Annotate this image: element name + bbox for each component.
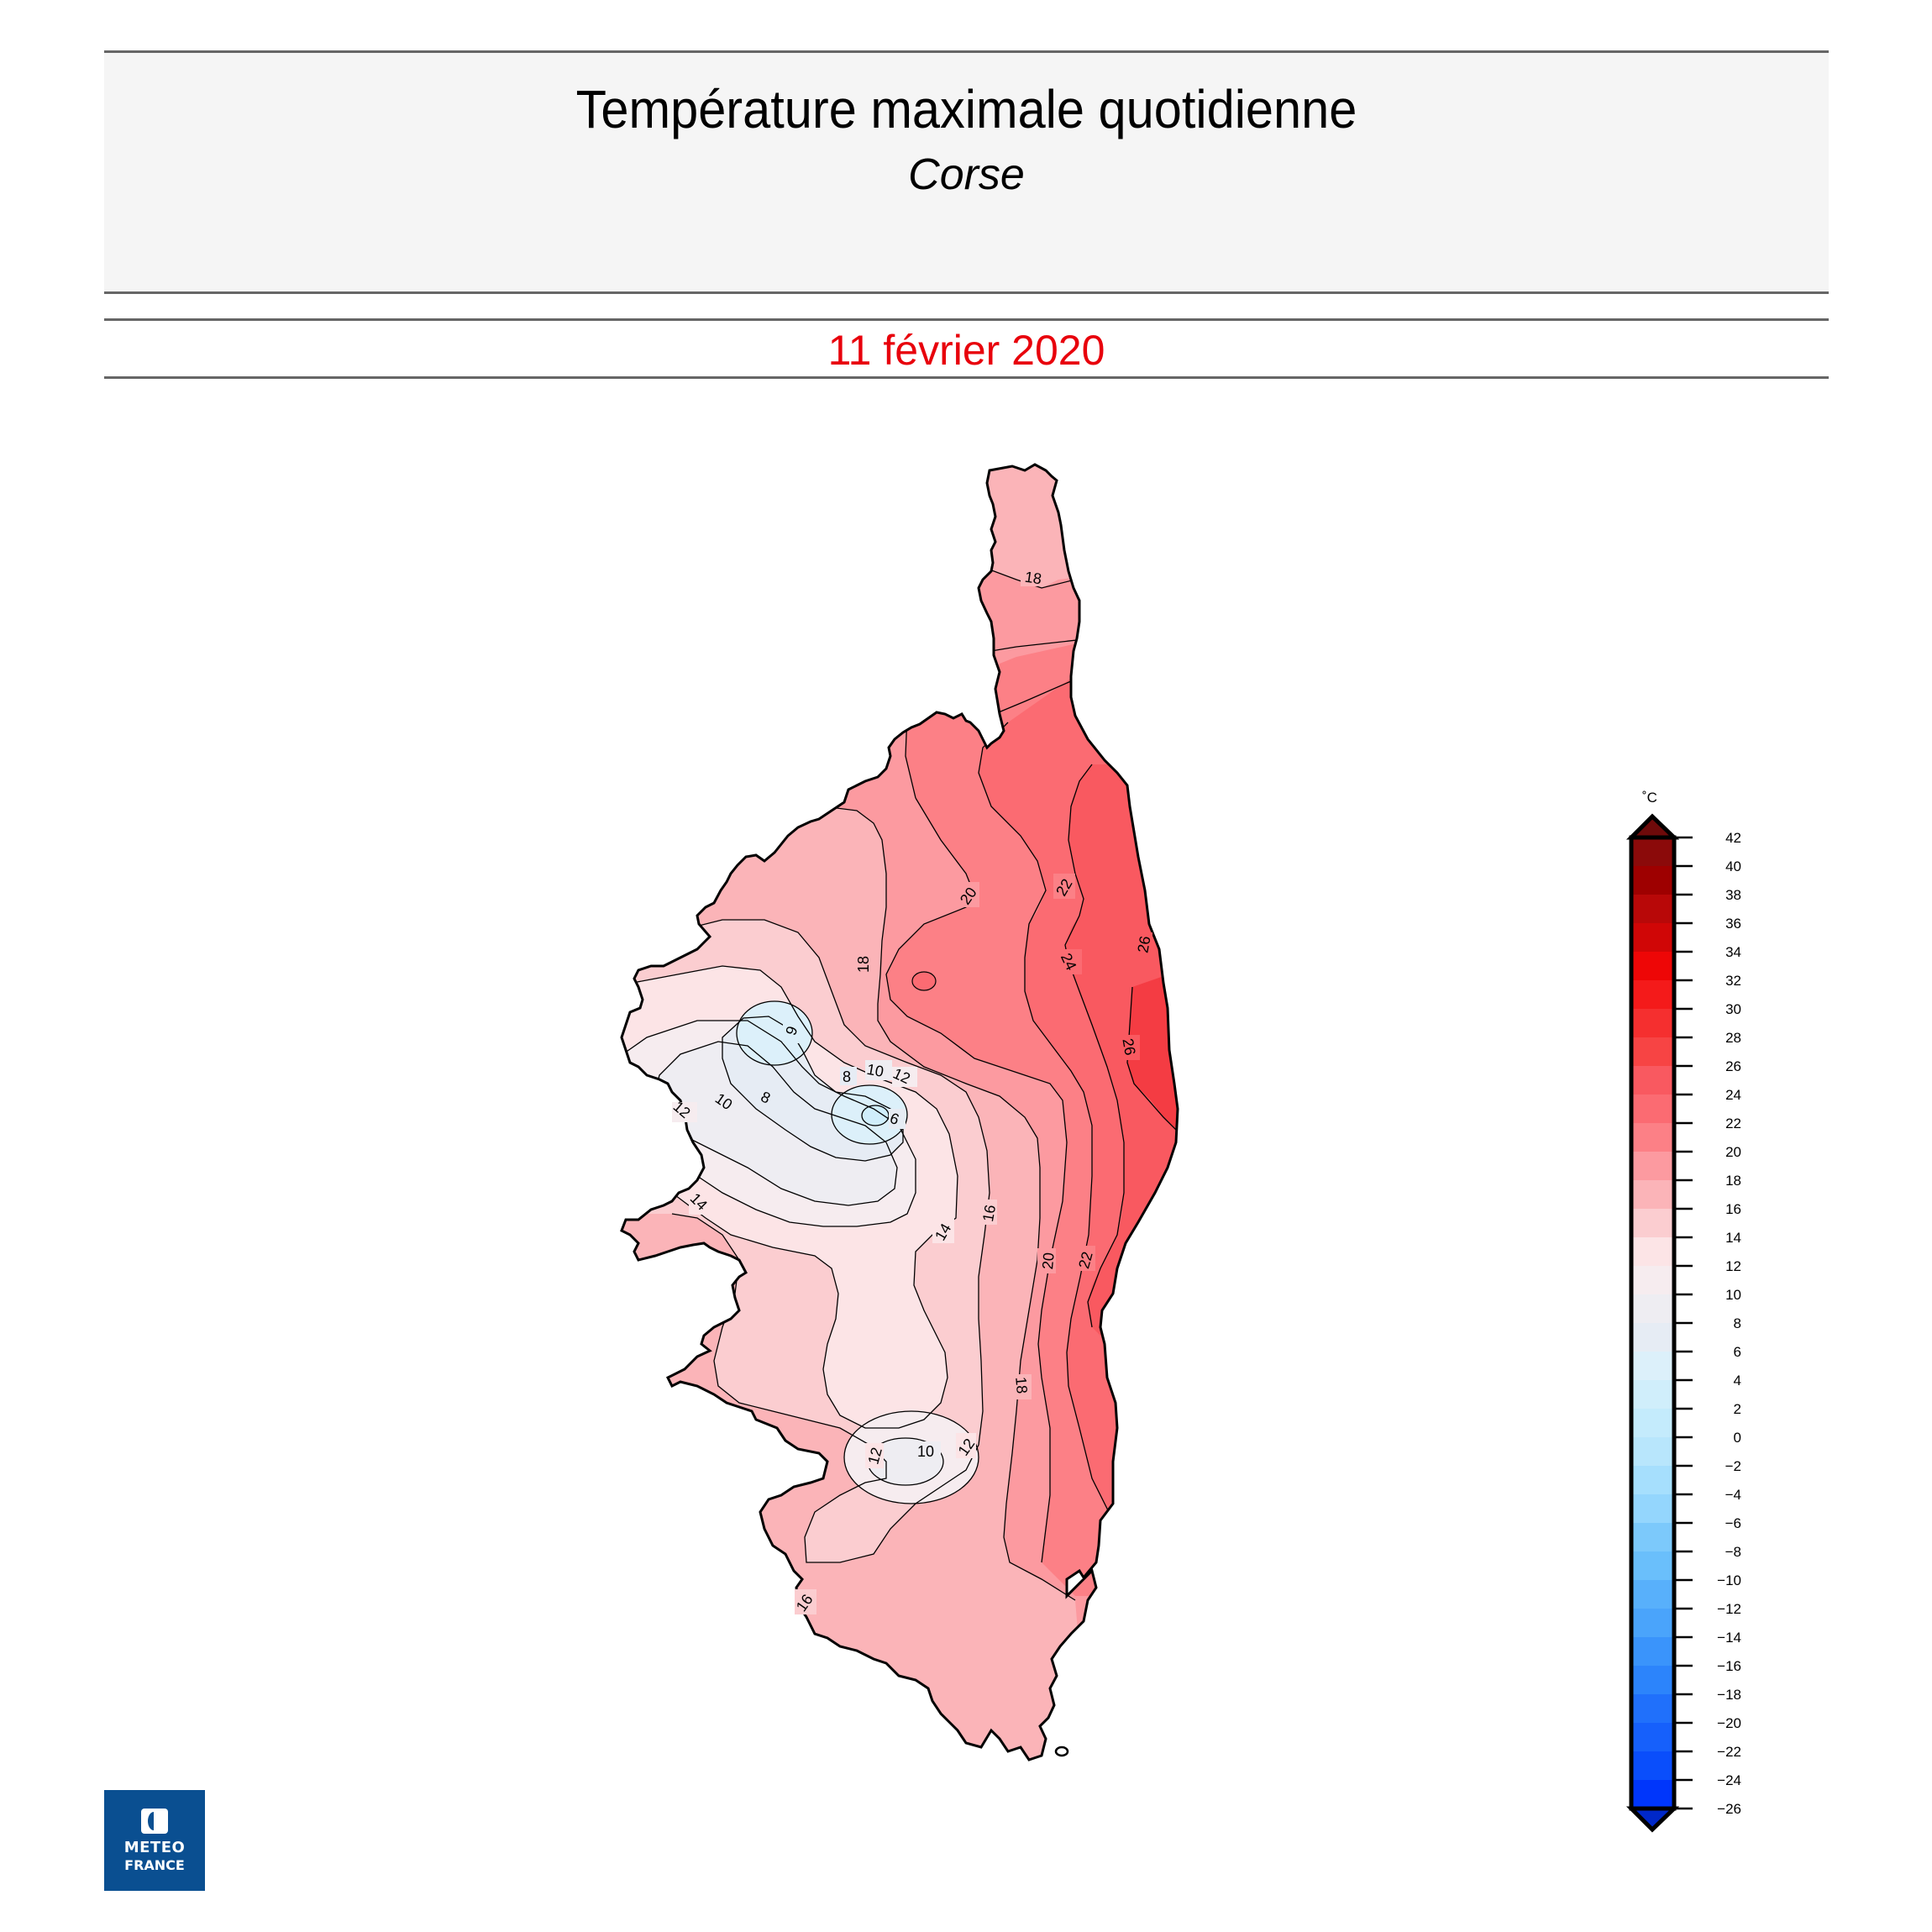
colorbar: ˚C 4240383634323028262422201816141210864…	[1625, 790, 1741, 1833]
svg-text:18: 18	[1024, 569, 1043, 588]
colorbar-tick-label: −26	[1717, 1801, 1741, 1817]
svg-text:26: 26	[1119, 1037, 1138, 1057]
colorbar-segment	[1631, 1037, 1674, 1067]
colorbar-segment	[1631, 1294, 1674, 1324]
colorbar-tick-label: 36	[1725, 916, 1741, 932]
colorbar-segment	[1631, 1780, 1674, 1809]
svg-text:16: 16	[979, 1204, 999, 1223]
header-panel: Température maximale quotidienne Corse	[104, 50, 1829, 294]
colorbar-segment	[1631, 1580, 1674, 1609]
colorbar-segment	[1631, 1352, 1674, 1381]
colorbar-segment	[1631, 1266, 1674, 1295]
colorbar-segment	[1631, 1551, 1674, 1581]
colorbar-segment	[1631, 952, 1674, 981]
colorbar-tick-label: 24	[1725, 1087, 1741, 1103]
colorbar-segment	[1631, 1494, 1674, 1524]
colorbar-segment	[1631, 1180, 1674, 1210]
svg-text:18: 18	[855, 956, 872, 973]
colorbar-segment	[1631, 1237, 1674, 1267]
region-subtitle: Corse	[908, 150, 1025, 199]
colorbar-tick-label: 30	[1725, 1001, 1741, 1017]
colorbar-segment	[1631, 923, 1674, 953]
colorbar-tick-label: −18	[1717, 1687, 1741, 1703]
colorbar-ticks: 424038363432302826242220181614121086420−…	[1674, 830, 1741, 1817]
colorbar-segment	[1631, 1723, 1674, 1752]
colorbar-segment	[1631, 1666, 1674, 1695]
colorbar-segment	[1631, 1009, 1674, 1038]
colorbar-tick-label: −6	[1725, 1515, 1741, 1531]
colorbar-tick-label: 10	[1725, 1287, 1741, 1303]
colorbar-segment	[1631, 1323, 1674, 1352]
colorbar-tick-label: 22	[1725, 1116, 1741, 1131]
colorbar-tick-label: 6	[1734, 1344, 1741, 1360]
svg-text:8: 8	[843, 1068, 851, 1085]
svg-text:10: 10	[917, 1443, 934, 1460]
colorbar-segment	[1631, 1209, 1674, 1238]
colorbar-tick-label: 32	[1725, 973, 1741, 989]
colorbar-tick-label: −12	[1717, 1601, 1741, 1617]
colorbar-tick-label: −14	[1717, 1630, 1741, 1646]
meteo-france-emblem-icon	[141, 1809, 168, 1834]
colorbar-tick-label: −4	[1725, 1487, 1741, 1503]
colorbar-tick-label: 14	[1725, 1230, 1741, 1246]
colorbar-tick-label: 42	[1725, 830, 1741, 846]
colorbar-tick-label: −20	[1717, 1715, 1741, 1731]
colorbar-tick-label: −16	[1717, 1658, 1741, 1674]
meteo-france-logo: METEO FRANCE	[104, 1790, 205, 1891]
date-panel: 11 février 2020	[104, 318, 1829, 379]
colorbar-segment	[1631, 1066, 1674, 1095]
colorbar-tick-label: 16	[1725, 1201, 1741, 1217]
colorbar-tick-label: 38	[1725, 887, 1741, 903]
svg-text:18: 18	[1012, 1376, 1031, 1394]
svg-text:10: 10	[865, 1061, 885, 1080]
colorbar-tick-label: 40	[1725, 858, 1741, 874]
colorbar-segments	[1631, 837, 1674, 1809]
colorbar-segment	[1631, 1609, 1674, 1638]
date-label: 11 février 2020	[827, 327, 1105, 374]
colorbar-tick-label: 8	[1734, 1315, 1741, 1331]
svg-text:26: 26	[1134, 935, 1153, 954]
colorbar-segment	[1631, 1523, 1674, 1552]
colorbar-segment	[1631, 1152, 1674, 1181]
colorbar-over-triangle	[1625, 813, 1680, 840]
colorbar-segment	[1631, 1751, 1674, 1781]
colorbar-segment	[1631, 895, 1674, 924]
colorbar-segment	[1631, 1437, 1674, 1467]
colorbar-under-triangle	[1625, 1806, 1680, 1833]
colorbar-tick-label: 0	[1734, 1430, 1741, 1446]
islet	[1054, 1746, 1069, 1757]
colorbar-tick-label: 28	[1725, 1030, 1741, 1046]
svg-text:20: 20	[1039, 1252, 1058, 1270]
colorbar-segment	[1631, 1637, 1674, 1667]
colorbar-segment	[1631, 837, 1674, 867]
colorbar-segment	[1631, 1123, 1674, 1152]
colorbar-segment	[1631, 980, 1674, 1010]
colorbar-tick-label: 4	[1734, 1373, 1741, 1389]
contour-labels: 18 20 22 24 26 26 18 6 6 8 10 12 8 10 12…	[670, 568, 1154, 1614]
colorbar-tick-label: 18	[1725, 1173, 1741, 1189]
page-title: Température maximale quotidienne	[575, 79, 1357, 139]
colorbar-segment	[1631, 1466, 1674, 1495]
colorbar-segment	[1631, 1095, 1674, 1124]
colorbar-unit: ˚C	[1642, 790, 1657, 806]
colorbar-segment	[1631, 866, 1674, 895]
colorbar-tick-label: −2	[1725, 1458, 1741, 1474]
temperature-field	[622, 465, 1178, 1760]
logo-text-france: FRANCE	[124, 1857, 185, 1873]
colorbar-tick-label: 34	[1725, 944, 1741, 960]
colorbar-tick-label: 26	[1725, 1058, 1741, 1074]
colorbar-tick-label: 20	[1725, 1144, 1741, 1160]
colorbar-tick-label: 12	[1725, 1258, 1741, 1274]
colorbar-segment	[1631, 1694, 1674, 1724]
colorbar-tick-label: −22	[1717, 1744, 1741, 1760]
colorbar-tick-label: −8	[1725, 1544, 1741, 1560]
colorbar-tick-label: −24	[1717, 1772, 1741, 1788]
colorbar-tick-label: 2	[1734, 1401, 1741, 1417]
logo-text-meteo: METEO	[123, 1839, 186, 1856]
colorbar-segment	[1631, 1380, 1674, 1410]
colorbar-tick-label: −10	[1717, 1572, 1741, 1588]
colorbar-segment	[1631, 1409, 1674, 1438]
